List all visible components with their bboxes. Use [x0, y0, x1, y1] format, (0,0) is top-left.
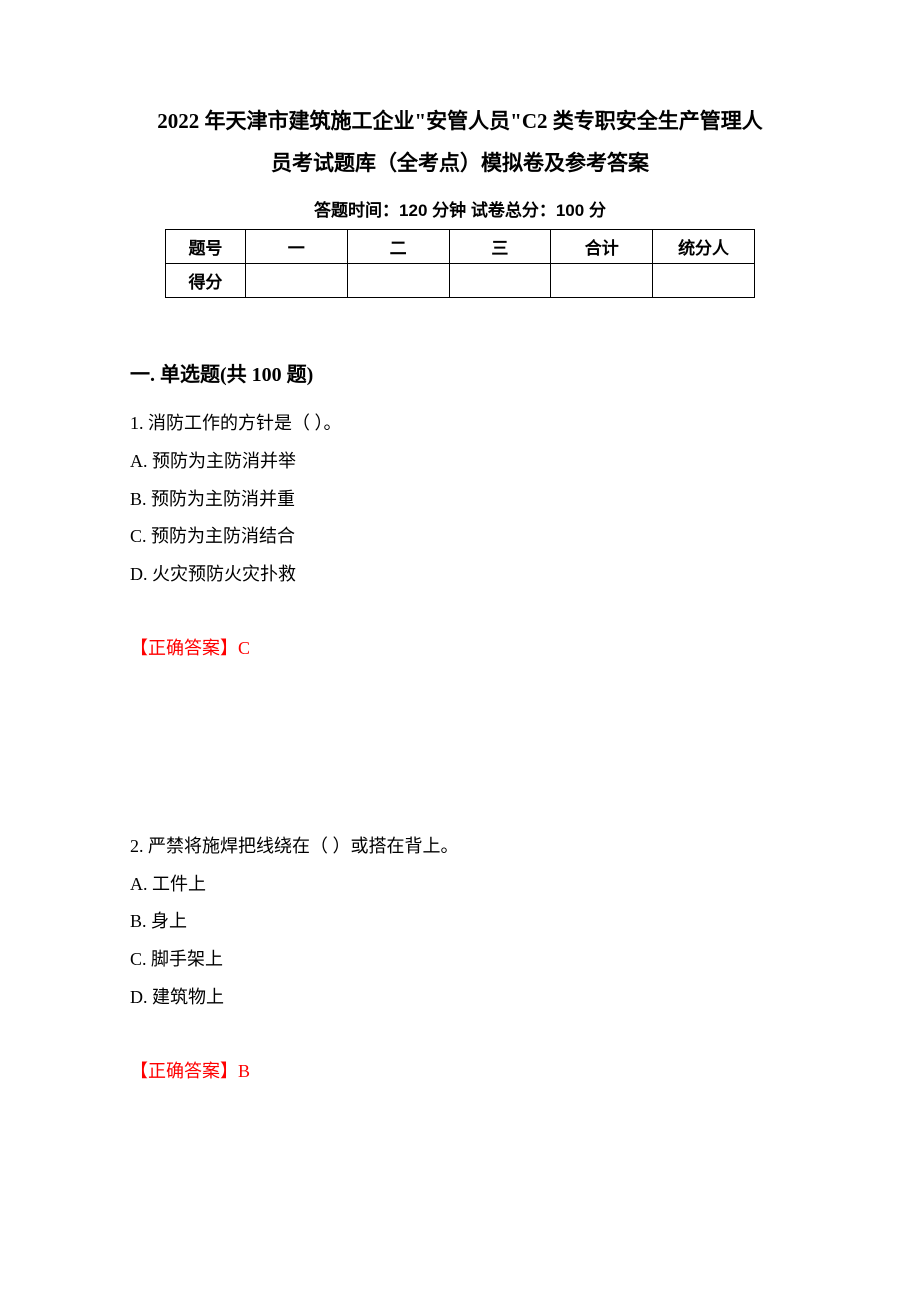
q1-stem: 1. 消防工作的方针是（ ）。 — [130, 405, 790, 443]
score-cell-1 — [245, 264, 347, 298]
header-col-scorer: 统分人 — [653, 230, 755, 264]
q1-option-d: D. 火灾预防火灾扑救 — [130, 556, 790, 594]
q2-option-b: B. 身上 — [130, 903, 790, 941]
title-line-1: 2022 年天津市建筑施工企业"安管人员"C2 类专职安全生产管理人 — [130, 100, 790, 142]
table-header-row: 题号 一 二 三 合计 统分人 — [166, 230, 755, 264]
q2-stem: 2. 严禁将施焊把线绕在（ ）或搭在背上。 — [130, 828, 790, 866]
q2-option-a: A. 工件上 — [130, 866, 790, 904]
q1-answer: 【正确答案】C — [130, 630, 790, 668]
spacer — [130, 668, 790, 828]
header-col-1: 一 — [245, 230, 347, 264]
q2-answer: 【正确答案】B — [130, 1053, 790, 1091]
header-label: 题号 — [166, 230, 246, 264]
q1-option-a: A. 预防为主防消并举 — [130, 443, 790, 481]
title-line-2: 员考试题库（全考点）模拟卷及参考答案 — [130, 142, 790, 184]
q2-option-c: C. 脚手架上 — [130, 941, 790, 979]
question-2: 2. 严禁将施焊把线绕在（ ）或搭在背上。 A. 工件上 B. 身上 C. 脚手… — [130, 828, 790, 1091]
section-heading: 一. 单选题(共 100 题) — [130, 358, 790, 387]
q1-option-c: C. 预防为主防消结合 — [130, 518, 790, 556]
score-cell-total — [551, 264, 653, 298]
score-row-label: 得分 — [166, 264, 246, 298]
q2-option-d: D. 建筑物上 — [130, 979, 790, 1017]
q1-option-b: B. 预防为主防消并重 — [130, 481, 790, 519]
score-cell-2 — [347, 264, 449, 298]
score-table: 题号 一 二 三 合计 统分人 得分 — [165, 229, 755, 298]
question-1: 1. 消防工作的方针是（ ）。 A. 预防为主防消并举 B. 预防为主防消并重 … — [130, 405, 790, 668]
header-col-total: 合计 — [551, 230, 653, 264]
header-col-3: 三 — [449, 230, 551, 264]
score-cell-3 — [449, 264, 551, 298]
header-col-2: 二 — [347, 230, 449, 264]
score-cell-scorer — [653, 264, 755, 298]
exam-info: 答题时间：120 分钟 试卷总分：100 分 — [130, 196, 790, 221]
table-score-row: 得分 — [166, 264, 755, 298]
